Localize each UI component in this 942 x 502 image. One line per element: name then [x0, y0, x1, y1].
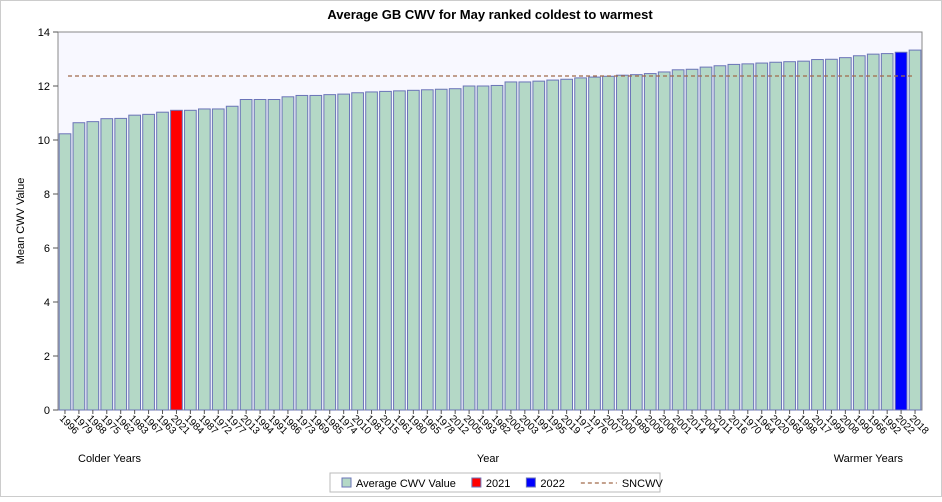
bar — [797, 60, 810, 411]
bar — [434, 88, 448, 411]
x-left-note: Colder Years — [78, 453, 141, 465]
bar — [86, 121, 100, 411]
bar — [100, 118, 114, 411]
legend-label: 2021 — [486, 478, 510, 490]
bar — [602, 75, 615, 411]
bar — [156, 111, 169, 411]
bar — [713, 65, 727, 411]
bar — [657, 71, 671, 411]
bar — [643, 73, 657, 411]
y-tick-label: 0 — [44, 405, 50, 417]
bar — [825, 58, 838, 411]
bar — [295, 94, 309, 411]
bar — [727, 63, 741, 411]
bar — [504, 81, 518, 411]
bar — [281, 96, 295, 411]
bar — [462, 85, 476, 411]
bar — [588, 76, 601, 411]
y-tick-label: 10 — [38, 135, 50, 147]
y-tick-label: 6 — [44, 243, 50, 255]
y-tick-label: 2 — [44, 351, 50, 363]
bar — [72, 122, 86, 411]
bar — [142, 113, 155, 411]
bar — [58, 133, 72, 411]
bar — [365, 91, 378, 411]
bar — [839, 57, 852, 411]
legend-swatch — [471, 477, 482, 488]
bar — [699, 66, 713, 411]
bar — [211, 108, 225, 411]
bar — [685, 68, 699, 411]
bar — [253, 99, 267, 411]
y-tick-label: 4 — [44, 297, 50, 309]
bar — [880, 53, 894, 411]
legend-label: 2022 — [540, 478, 564, 490]
bar — [894, 51, 908, 411]
bar — [170, 109, 183, 411]
bar — [337, 93, 351, 411]
bar — [128, 114, 141, 411]
bar — [741, 63, 755, 411]
legend-box — [329, 472, 661, 493]
bar — [908, 49, 922, 411]
bar — [852, 55, 866, 411]
bar — [755, 62, 769, 411]
bar — [323, 94, 337, 411]
bar — [783, 61, 796, 411]
chart-title: Average GB CWV for May ranked coldest to… — [327, 7, 653, 22]
bar — [811, 59, 824, 411]
bar — [476, 85, 490, 411]
bar — [546, 79, 560, 411]
bar — [225, 105, 239, 411]
bar — [671, 69, 685, 411]
bar — [490, 84, 504, 411]
bar — [769, 61, 783, 411]
bar — [393, 90, 406, 411]
y-tick-label: 12 — [38, 81, 50, 93]
legend-label: SNCWV — [622, 478, 664, 490]
bar — [560, 78, 573, 411]
y-axis-label: Mean CWV Value — [15, 178, 27, 265]
bar — [616, 74, 629, 411]
bar — [518, 81, 532, 411]
bar — [239, 99, 253, 411]
bar — [267, 99, 281, 411]
bar — [114, 117, 128, 411]
x-axis-label: Year — [477, 453, 500, 465]
bar — [407, 89, 420, 411]
bar — [448, 88, 462, 411]
y-tick-label: 8 — [44, 189, 50, 201]
bar — [351, 92, 364, 411]
bar — [309, 94, 323, 411]
bar — [532, 80, 546, 411]
bar — [420, 89, 434, 411]
bar — [866, 53, 880, 411]
bar — [379, 90, 392, 411]
y-tick-label: 14 — [38, 27, 50, 39]
bar — [574, 77, 587, 411]
x-right-note: Warmer Years — [834, 453, 904, 465]
legend-label: Average CWV Value — [356, 478, 456, 490]
bar — [197, 108, 211, 411]
bar — [629, 74, 643, 411]
legend-swatch — [525, 477, 536, 488]
legend-swatch — [341, 477, 352, 488]
bar — [184, 109, 197, 411]
